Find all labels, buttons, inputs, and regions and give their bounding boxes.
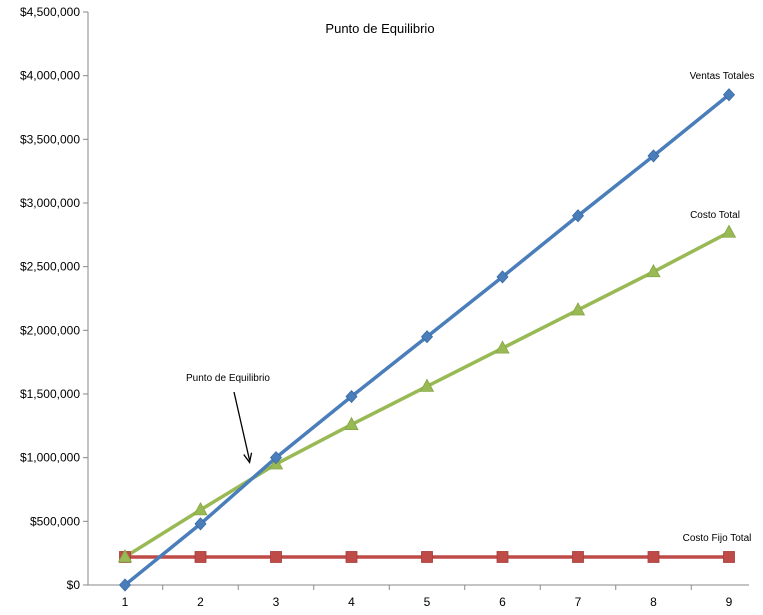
data-point bbox=[269, 451, 283, 465]
x-tick-label: 9 bbox=[726, 595, 733, 609]
y-tick-label: $4,500,000 bbox=[20, 5, 80, 19]
y-tick-label: $0 bbox=[67, 578, 81, 592]
x-tick-label: 3 bbox=[273, 595, 280, 609]
data-point bbox=[194, 551, 207, 563]
y-tick-label: $3,000,000 bbox=[20, 196, 80, 210]
data-point bbox=[420, 330, 434, 344]
data-point bbox=[193, 502, 208, 516]
series-label: Ventas Totales bbox=[690, 71, 755, 82]
y-tick-label: $1,500,000 bbox=[20, 387, 80, 401]
break-even-annotation: Punto de Equilibrio bbox=[186, 373, 270, 464]
axes bbox=[87, 12, 749, 586]
y-tick-label: $2,000,000 bbox=[20, 323, 80, 337]
series-markers bbox=[117, 88, 737, 592]
data-point bbox=[646, 263, 661, 278]
data-point bbox=[570, 302, 586, 316]
data-point bbox=[344, 416, 359, 430]
x-tick-label: 6 bbox=[499, 595, 506, 609]
x-ticks: 1 2 3 4 5 6 7 8 9 bbox=[122, 585, 733, 609]
data-point bbox=[117, 549, 133, 563]
series-line-costo-total bbox=[124, 230, 730, 559]
annotation-arrowhead bbox=[243, 452, 253, 464]
data-point bbox=[723, 551, 735, 563]
data-point bbox=[721, 224, 737, 238]
y-tick-label: $500,000 bbox=[30, 514, 80, 528]
series-label: Costo Fijo Total bbox=[683, 533, 752, 544]
annotation-arrow bbox=[233, 391, 251, 461]
data-point bbox=[118, 578, 132, 592]
y-tick-label: $1,000,000 bbox=[20, 451, 80, 465]
annotation-text: Punto de Equilibrio bbox=[186, 373, 270, 384]
y-ticks: $0 $500,000 $1,000,000 $1,500,000 $2,000,000… bbox=[20, 5, 88, 592]
data-point bbox=[270, 551, 282, 563]
y-tick-label: $2,500,000 bbox=[20, 260, 80, 274]
data-point bbox=[495, 340, 510, 354]
data-point bbox=[496, 270, 509, 284]
data-point bbox=[345, 389, 358, 404]
x-tick-label: 4 bbox=[348, 595, 355, 609]
y-tick-label: $4,000,000 bbox=[20, 69, 80, 83]
y-tick-label: $3,500,000 bbox=[20, 132, 80, 146]
data-point bbox=[194, 517, 207, 531]
chart-title: Punto de Equilibrio bbox=[325, 21, 434, 36]
data-point bbox=[419, 378, 435, 392]
x-tick-label: 7 bbox=[575, 595, 582, 609]
data-point bbox=[647, 149, 660, 163]
data-point bbox=[572, 551, 584, 563]
x-tick-label: 1 bbox=[122, 595, 129, 609]
data-point bbox=[647, 551, 660, 563]
x-tick-label: 2 bbox=[197, 595, 204, 609]
data-point bbox=[345, 551, 358, 563]
series-label: Costo Total bbox=[690, 210, 740, 221]
data-point bbox=[496, 551, 509, 563]
data-point bbox=[722, 88, 736, 102]
x-tick-label: 5 bbox=[424, 595, 431, 609]
series-labels: Ventas Totales Costo Total Costo Fijo Tota… bbox=[683, 71, 755, 544]
x-tick-label: 8 bbox=[650, 595, 657, 609]
data-point bbox=[571, 209, 585, 223]
data-point bbox=[421, 551, 433, 563]
